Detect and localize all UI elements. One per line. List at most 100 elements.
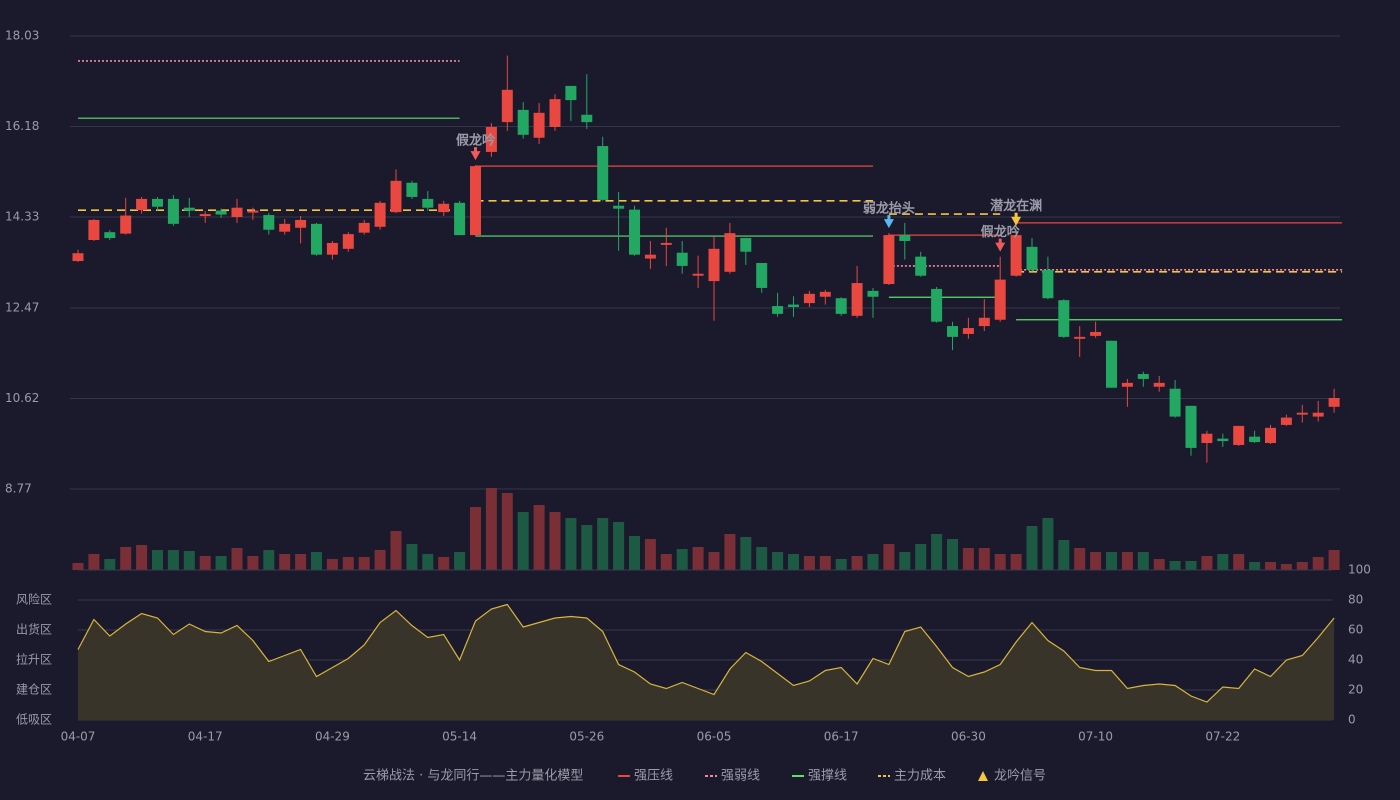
volume-bar [1233,554,1245,570]
volume-bar [629,536,640,570]
volume-bar [708,552,720,570]
candle-body [358,222,370,233]
candle-body [644,254,656,259]
candle-body [1201,433,1213,444]
candle-body [438,203,450,213]
candle-body [915,256,927,276]
volume-bar [947,539,958,570]
y-tick-label: 10.62 [5,391,39,405]
candle-body [501,89,513,123]
candle-body [1265,427,1276,444]
candle-body [1312,412,1324,417]
candle-body [867,290,879,297]
y-tick-label: 100 [1348,563,1371,577]
volume-bar [788,554,799,570]
volume-bar [1153,559,1165,570]
volume-bar [931,534,943,570]
volume-bar [692,547,704,570]
volume-bar [295,554,307,570]
y-tick-label: 0 [1348,713,1356,727]
candle-body [613,205,625,209]
volume-bar [1026,526,1038,570]
x-tick-label: 07-10 [1078,730,1113,744]
candle-body [88,219,100,240]
legend-label: 强撑线 [808,769,847,784]
volume-bar [724,534,736,570]
volume-bar [819,556,831,570]
volume-bar [1328,550,1340,570]
candle-body [152,198,163,207]
volume-bar [485,488,497,570]
x-tick-label: 05-14 [442,730,477,744]
volume-bar [263,550,275,570]
candle-body [581,114,593,123]
volume-bar [167,550,179,570]
y-tick-label: 14.33 [5,210,39,224]
candle-body [962,328,974,334]
candle-body [947,326,958,337]
candle-body [136,198,148,211]
y-tick-label: 40 [1348,653,1363,667]
candle-body [835,298,847,314]
candle-body [1217,438,1229,442]
signal-label: 假龙吟 [981,224,1020,240]
volume-bar [358,557,370,570]
candle-body [1058,300,1070,337]
volume-bar [1137,552,1149,570]
candle-body [851,283,863,316]
candle-body [231,207,243,218]
candle-body [1233,425,1245,445]
candle-body [374,202,386,227]
volume-bar [342,557,354,570]
oscillator-line [77,603,1335,703]
legend-label: 强压线 [634,769,673,784]
candle-body [1042,269,1054,299]
volume-bar [183,551,195,570]
volume-bar [406,544,418,570]
candle-body [978,317,990,327]
x-tick-label: 05-26 [569,730,604,744]
candle-body [390,180,402,213]
candle-body [1026,246,1038,270]
candle-body [788,304,799,308]
legend-label: 强弱线 [721,769,760,784]
candle-body [1185,405,1197,448]
volume-bar [915,544,927,570]
volume-bar [422,554,434,570]
candle-body [517,109,529,135]
volume-bar [565,518,577,570]
candle-body [1010,235,1022,276]
candle-body [1106,340,1117,388]
volume-bar [374,550,386,570]
candle-body [1137,374,1149,379]
volume-bar [1042,518,1054,570]
volume-bar [772,552,784,570]
candle-body [597,146,609,200]
volume-bar [740,537,752,570]
volume-bar [756,547,768,570]
volume-bar [899,552,911,570]
oscillator-area [78,604,1335,720]
volume-bar [883,544,895,570]
volume-bar [978,548,990,570]
volume-bar [1280,564,1292,570]
volume-bar [517,512,529,570]
legend-label: 主力成本 [894,769,946,784]
candle-body [1280,417,1292,425]
volume-bar [644,539,656,570]
volume-bar [1058,540,1070,570]
candle-body [104,232,116,239]
candle-body [279,223,291,232]
volume-bar [326,559,338,570]
candle-body [263,215,275,230]
volume-bar [454,552,466,570]
candle-body [72,253,84,262]
candle-body [565,85,577,101]
candle-body [422,198,434,208]
volume-bar [501,493,513,570]
y-tick-label: 80 [1348,593,1363,607]
candle-body [167,198,179,224]
candle-body [295,219,307,228]
volume-bar [231,548,243,570]
